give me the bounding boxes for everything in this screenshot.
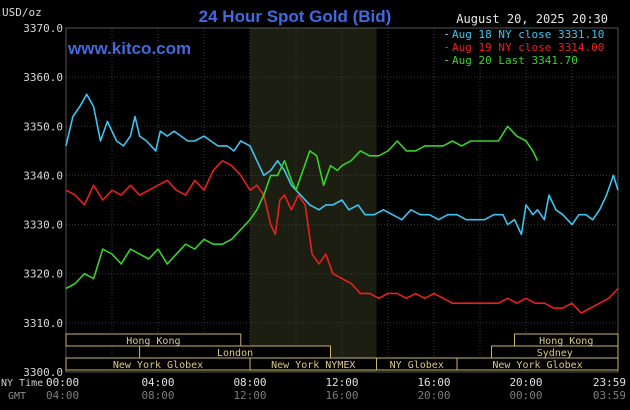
series-lines [65, 93, 619, 314]
session-label: New York NYMEX [271, 360, 355, 371]
x-tick-gmt: 00:00 [509, 389, 542, 402]
y-tick-label: 3310.0 [23, 317, 63, 330]
x-tick-ny: 08:00 [233, 376, 266, 389]
x-tick-ny: 12:00 [325, 376, 358, 389]
x-tick-ny: 16:00 [417, 376, 450, 389]
session-label: New York Globex [113, 360, 203, 371]
x-tick-ny: 20:00 [509, 376, 542, 389]
y-tick-label: 3360.0 [23, 71, 63, 84]
market-sessions: Hong Kong London New York Globex New York N… [65, 333, 619, 371]
x-tick-gmt: 04:00 [46, 389, 79, 402]
x-tick-gmt: 12:00 [233, 389, 266, 402]
legend-swatch: - [443, 27, 450, 41]
x-tick-gmt: 03:59 [593, 389, 626, 402]
session-label: Sydney [537, 348, 573, 359]
legend: - Aug 18 NY close 3331.10- Aug 19 NY close… [443, 27, 604, 67]
x-tick-gmt: 08:00 [141, 389, 174, 402]
legend-entry: Aug 20 Last 3341.70 [452, 54, 578, 67]
session-label: Hong Kong [126, 336, 180, 347]
x-tick-ny: 23:59 [593, 376, 626, 389]
plot-border [65, 27, 619, 373]
x-row1-label: NY Time [1, 378, 43, 389]
series-line-aug20 [65, 125, 539, 290]
source-watermark: www.kitco.com [67, 39, 191, 58]
session-label: London [217, 348, 253, 359]
y-tick-label: 3300.0 [23, 366, 63, 379]
session-box [456, 357, 619, 371]
x-row2-label: GMT [8, 391, 26, 402]
legend-entry: Aug 18 NY close 3331.10 [452, 28, 604, 41]
series-line-aug19 [65, 159, 619, 314]
y-tick-label: 3340.0 [23, 169, 63, 182]
session-label: New York Globex [492, 360, 582, 371]
x-tick-gmt: 16:00 [325, 389, 358, 402]
unit-label: USD/oz [2, 6, 42, 19]
x-axis-ticks: 00:0004:0004:0008:0008:0012:0012:0016:00… [46, 376, 626, 402]
series-line-aug18 [65, 93, 619, 236]
legend-swatch: - [443, 53, 450, 67]
session-label: Hong Kong [539, 336, 593, 347]
y-tick-label: 3320.0 [23, 268, 63, 281]
x-tick-gmt: 20:00 [417, 389, 450, 402]
y-tick-label: 3350.0 [23, 120, 63, 133]
chart-date: August 20, 2025 20:30 [456, 12, 608, 26]
chart-title: 24 Hour Spot Gold (Bid) [199, 7, 392, 26]
nymex-highlight [250, 28, 377, 372]
grid-lines [65, 27, 619, 373]
legend-entry: Aug 19 NY close 3314.00 [452, 41, 604, 54]
legend-swatch: - [443, 40, 450, 54]
x-tick-ny: 04:00 [141, 376, 174, 389]
y-tick-label: 3370.0 [23, 22, 63, 35]
x-tick-ny: 00:00 [46, 376, 79, 389]
y-tick-label: 3330.0 [23, 219, 63, 232]
y-axis-ticks: 3370.0 3360.0 3350.0 3340.0 3330.0 3320.0 3310… [23, 22, 63, 379]
session-label: NY Globex [390, 360, 444, 371]
